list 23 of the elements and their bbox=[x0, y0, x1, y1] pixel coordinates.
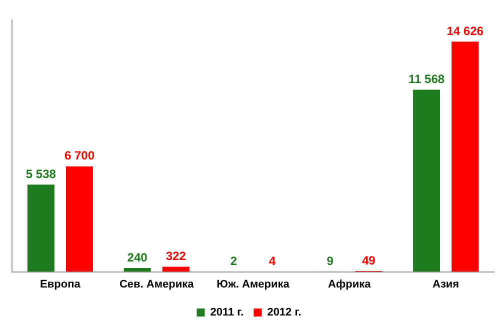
data-label: 11 568 bbox=[408, 72, 445, 86]
bar bbox=[452, 42, 479, 272]
x-tick-label: Сев. Америка bbox=[119, 278, 195, 290]
bar bbox=[66, 166, 93, 272]
x-tick-label: Африка bbox=[328, 278, 372, 290]
bar bbox=[413, 90, 440, 272]
x-tick-label: Европа bbox=[40, 278, 82, 290]
x-tick-label: Юж. Америка bbox=[216, 278, 290, 290]
data-label: 6 700 bbox=[64, 148, 95, 163]
data-label: 9 bbox=[326, 254, 334, 268]
data-label: 49 bbox=[362, 253, 376, 268]
data-label: 240 bbox=[127, 250, 148, 264]
data-label: 14 626 bbox=[446, 24, 484, 38]
bar bbox=[27, 184, 54, 272]
bar bbox=[124, 268, 151, 272]
legend-label: 2012 г. bbox=[267, 306, 302, 319]
legend-label: 2011 г. bbox=[210, 306, 244, 319]
data-label: 2 bbox=[230, 254, 238, 268]
data-label: 5 538 bbox=[26, 166, 56, 181]
data-label: 322 bbox=[166, 249, 186, 264]
data-label: 4 bbox=[268, 254, 276, 268]
x-tick-label: Азия bbox=[432, 278, 460, 290]
bar bbox=[162, 266, 190, 272]
